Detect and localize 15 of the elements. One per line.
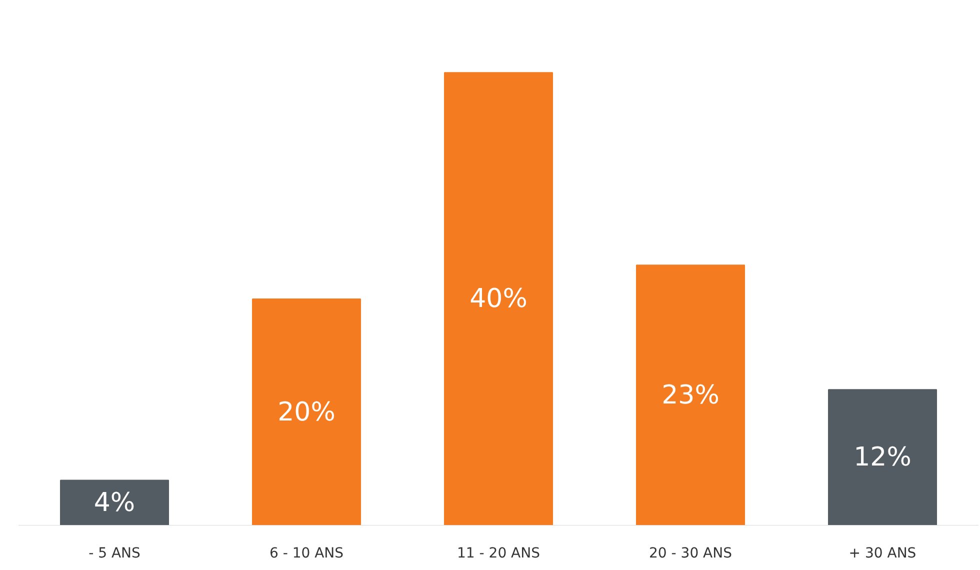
data-label: 20%	[278, 397, 336, 428]
bar	[60, 480, 169, 526]
x-tick-label: 6 - 10 ANS	[269, 546, 344, 562]
x-tick-label: - 5 ANS	[88, 546, 141, 562]
bar	[828, 389, 937, 526]
data-label: 4%	[94, 488, 136, 518]
data-label: 12%	[854, 442, 912, 473]
data-label: 40%	[470, 284, 528, 314]
x-tick-label: 11 - 20 ANS	[457, 546, 540, 562]
bar	[636, 264, 745, 526]
x-tick-label: + 30 ANS	[848, 546, 916, 562]
bar	[252, 298, 361, 526]
bar	[444, 72, 553, 526]
x-tick-label: 20 - 30 ANS	[649, 546, 732, 562]
data-label: 23%	[662, 380, 720, 410]
